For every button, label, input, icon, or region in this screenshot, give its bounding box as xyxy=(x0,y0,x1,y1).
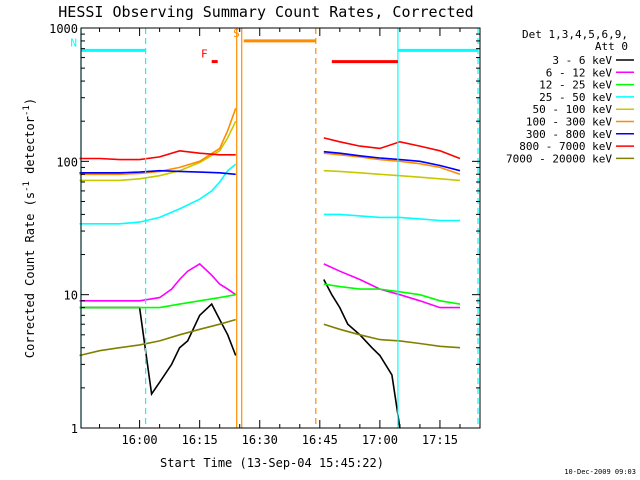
x-tick-label: 17:00 xyxy=(362,433,398,447)
x-tick-label: 17:15 xyxy=(422,433,458,447)
x-tick-label: 16:15 xyxy=(182,433,218,447)
series-line xyxy=(323,169,461,182)
series-line xyxy=(79,163,237,225)
series-line xyxy=(323,323,461,349)
series-line xyxy=(323,283,461,305)
series-line xyxy=(79,149,236,161)
x-axis-label: Start Time (13-Sep-04 15:45:22) xyxy=(160,456,384,470)
y-tick-label: 100 xyxy=(56,155,78,169)
plot-frame xyxy=(80,27,481,429)
x-tick-label: 16:45 xyxy=(302,433,338,447)
chart-title: HESSI Observing Summary Count Rates, Cor… xyxy=(58,3,473,21)
legend-label: 3 - 6 keV xyxy=(552,54,612,67)
series-line xyxy=(323,213,460,222)
y-tick-label: 1 xyxy=(71,422,78,436)
interval-bar-label: S xyxy=(233,27,240,40)
series-line xyxy=(79,108,237,176)
legend-label: 7000 - 20000 keV xyxy=(506,152,612,165)
series-line xyxy=(323,137,461,160)
x-tick-label: 16:00 xyxy=(122,433,158,447)
legend-label: 100 - 300 keV xyxy=(526,116,612,129)
legend-label: 50 - 100 keV xyxy=(533,103,613,116)
legend-label: 25 - 50 keV xyxy=(539,91,612,104)
y-tick-label: 10 xyxy=(64,289,78,303)
legend-label: 6 - 12 keV xyxy=(546,66,613,79)
footer-timestamp: 10-Dec-2009 09:03 xyxy=(564,468,636,476)
y-axis-label: Corrected Count Rate (s-1 detector-1) xyxy=(22,98,37,358)
series-line xyxy=(79,120,237,182)
interval-bar-label: F xyxy=(201,48,208,61)
series-line xyxy=(79,293,236,309)
series-line xyxy=(323,150,461,172)
legend-header-line-1: Det 1,3,4,5,6,9, xyxy=(522,28,628,41)
series-line xyxy=(79,169,236,176)
legend-label: 12 - 25 keV xyxy=(539,79,612,92)
x-axis: 16:00 16:15 16:30 16:45 17:00 17:15 xyxy=(99,28,481,447)
legend-label: 800 - 7000 keV xyxy=(519,140,612,153)
series-line xyxy=(323,152,461,176)
series-line xyxy=(323,263,460,309)
y-axis: 1 10 100 1000 xyxy=(49,22,480,436)
y-tick-label: 1000 xyxy=(49,22,78,36)
series-layer xyxy=(79,108,461,429)
series-line xyxy=(79,318,236,357)
series-line xyxy=(79,262,237,302)
interval-bars-layer: N S F xyxy=(70,27,478,64)
x-tick-label: 16:30 xyxy=(242,433,278,447)
interval-bar-label: N xyxy=(70,36,77,49)
legend-header-line-2: Att 0 xyxy=(595,40,628,53)
legend-label: 300 - 800 keV xyxy=(526,128,612,141)
